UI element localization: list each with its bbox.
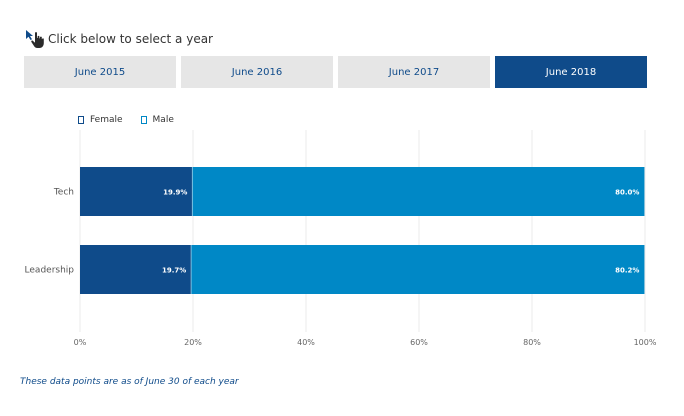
year-tab-2016[interactable]: June 2016 [181, 56, 333, 88]
year-tab-2017[interactable]: June 2017 [338, 56, 490, 88]
x-tick-label: 0% [74, 338, 87, 347]
legend-item-female[interactable]: Female [78, 115, 123, 125]
category-label: Tech [53, 188, 74, 198]
footnote: These data points are as of June 30 of e… [20, 377, 239, 387]
x-tick-label: 100% [634, 338, 657, 347]
chart-legend: Female Male [78, 113, 192, 127]
bar-male-tech[interactable] [192, 167, 645, 216]
x-tick-label: 80% [523, 338, 541, 347]
instruction-text: Click below to select a year [48, 32, 213, 46]
data-label: 19.7% [162, 267, 186, 275]
legend-label-male: Male [152, 115, 174, 125]
legend-swatch-female [78, 116, 84, 124]
category-label: Leadership [25, 266, 75, 276]
year-tab-2018[interactable]: June 2018 [495, 56, 647, 88]
data-label: 80.2% [615, 267, 639, 275]
pointer-hand-icon [26, 30, 44, 48]
legend-swatch-male [140, 116, 147, 124]
year-selector: June 2015 June 2016 June 2017 June 2018 [24, 56, 648, 88]
bar-male-leadership[interactable] [191, 245, 645, 294]
bar-female-tech[interactable] [80, 167, 192, 216]
instruction: Click below to select a year [24, 28, 213, 50]
legend-label-female: Female [90, 115, 123, 125]
x-tick-label: 40% [297, 338, 315, 347]
legend-item-male[interactable]: Male [140, 115, 174, 125]
data-label: 19.9% [163, 189, 187, 197]
year-tab-2015[interactable]: June 2015 [24, 56, 176, 88]
bar-female-leadership[interactable] [80, 245, 191, 294]
x-tick-label: 60% [410, 338, 428, 347]
x-tick-label: 20% [184, 338, 202, 347]
data-label: 80.0% [615, 189, 639, 197]
stacked-bar-chart: 19.9% 80.0% Tech 19.7% 80.2% Leadership 0% 20% 4… [25, 130, 657, 347]
